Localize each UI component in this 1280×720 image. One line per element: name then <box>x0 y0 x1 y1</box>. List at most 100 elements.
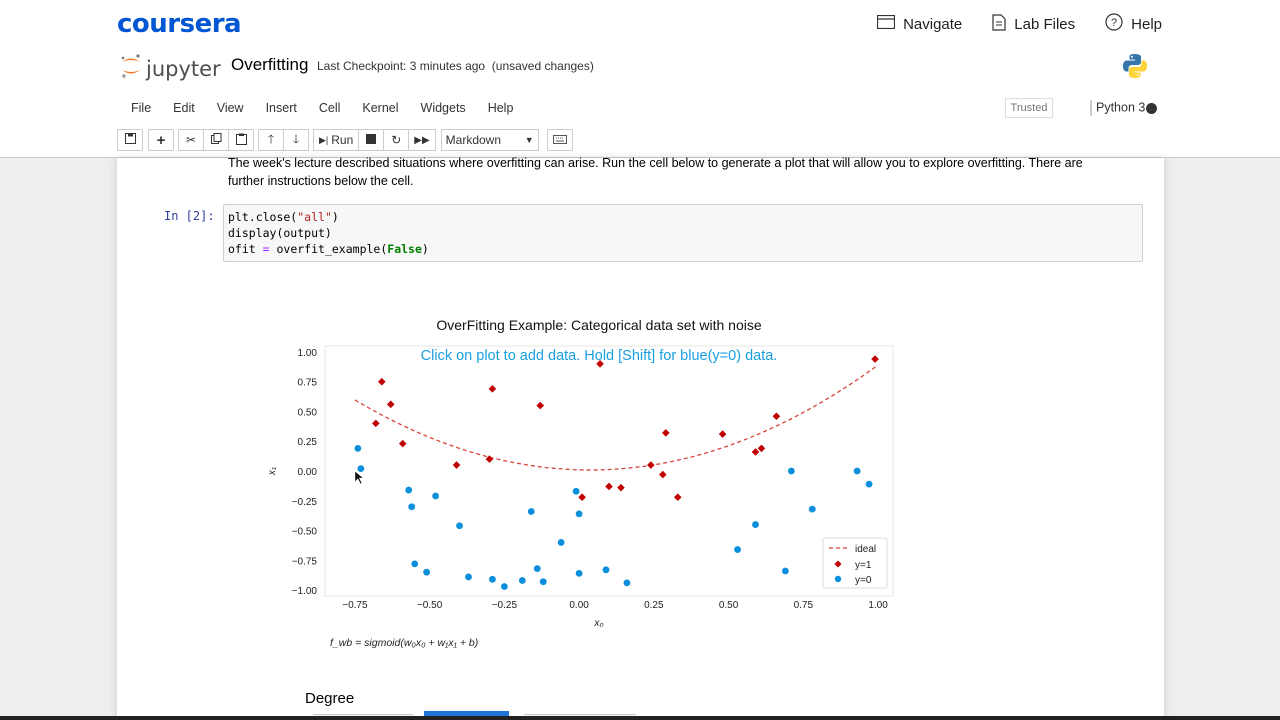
code-cell[interactable]: plt.close("all") display(output) ofit = … <box>223 204 1143 262</box>
menu-kernel[interactable]: Kernel <box>362 101 399 115</box>
lab-files-label: Lab Files <box>1014 15 1076 33</box>
save-icon <box>124 133 136 147</box>
arrow-down-icon: 🡓 <box>292 131 300 146</box>
y0-point <box>572 487 580 495</box>
menu-insert[interactable]: Insert <box>265 101 297 115</box>
copy-button[interactable] <box>203 129 229 151</box>
coursera-header: coursera Navigate Lab Files ? Help <box>0 0 1280 48</box>
bottom-edge <box>0 716 1280 720</box>
help-button[interactable]: ? Help <box>1105 13 1162 35</box>
legend-y1-swatch <box>834 560 842 568</box>
legend-box <box>822 537 888 589</box>
code-keyword: False <box>387 242 422 256</box>
kernel-label: Python 3 <box>1096 100 1146 115</box>
scissors-icon: ✂ <box>185 133 197 147</box>
degree-label: Degree <box>305 690 355 707</box>
run-button-group: ▶| Run ↻ ▶▶ <box>313 129 436 151</box>
y-tick-label: −0.75 <box>292 556 318 567</box>
cell-type-select[interactable]: Markdown ▼ <box>440 129 539 151</box>
restart-run-all-button[interactable]: ▶▶ <box>408 129 436 151</box>
plot-frame <box>324 345 894 597</box>
overfitting-plot[interactable]: OverFitting Example: Categorical data se… <box>267 318 907 648</box>
y-tick-label: 0.25 <box>298 437 318 448</box>
copy-icon <box>210 133 222 147</box>
jupyter-menubar: File Edit View Insert Cell Kernel Widget… <box>117 94 1163 122</box>
move-down-button[interactable]: 🡓 <box>283 129 309 151</box>
unsaved-text: (unsaved changes) <box>491 59 594 73</box>
degree-selected-button[interactable] <box>424 711 509 720</box>
stop-icon <box>366 133 377 147</box>
notebook-name[interactable]: Overfitting <box>231 55 309 74</box>
markdown-cell[interactable]: The week's lecture described situations … <box>228 154 1128 190</box>
cut-button[interactable]: ✂ <box>178 129 204 151</box>
paste-icon <box>235 133 247 148</box>
y0-point <box>465 573 472 581</box>
y1-point <box>871 355 879 363</box>
y0-point <box>575 569 583 577</box>
coursera-logo[interactable]: coursera <box>117 9 242 39</box>
y0-point <box>752 521 759 528</box>
y-tick-label: 0.50 <box>298 407 318 418</box>
command-palette-button[interactable] <box>546 129 573 151</box>
y1-point <box>536 401 545 410</box>
y0-point <box>557 539 565 546</box>
y0-point <box>575 510 583 518</box>
code-operator: = <box>262 242 270 256</box>
cell-type-value: Markdown <box>445 133 502 147</box>
menu-cell[interactable]: Cell <box>318 101 341 115</box>
y-tick-label: 0.00 <box>298 467 318 478</box>
y0-point <box>354 444 362 452</box>
menu-file[interactable]: File <box>131 101 152 115</box>
jupyter-logo-text: jupyter <box>146 56 221 81</box>
x-tick-label: 0.75 <box>794 600 814 611</box>
interrupt-button[interactable] <box>358 129 385 151</box>
kernel-name[interactable]: Python 3 <box>1090 100 1145 116</box>
menu-view[interactable]: View <box>216 101 244 115</box>
y0-point <box>533 565 541 573</box>
trusted-badge[interactable]: Trusted <box>1005 98 1053 118</box>
jupyter-header: jupyter Overfitting Last Checkpoint: 3 m… <box>0 48 1280 158</box>
menu-help[interactable]: Help <box>487 101 514 115</box>
y0-point <box>500 583 508 590</box>
menu-edit[interactable]: Edit <box>173 101 195 115</box>
jupyter-toolbar: + ✂ 🡑 🡓 ▶| Run ↻ ▶▶ Markdown ▼ <box>117 128 573 152</box>
python-logo-icon <box>1122 53 1148 84</box>
x-tick-label: 0.50 <box>719 600 739 611</box>
navigate-button[interactable]: Navigate <box>876 14 963 33</box>
restart-button[interactable]: ↻ <box>383 129 410 151</box>
legend-y1-label: y=1 <box>855 560 872 571</box>
x-tick-label: −0.75 <box>342 600 368 611</box>
y1-point <box>659 470 667 479</box>
model-formula: f_wb = sigmoid(w₀x₀ + w₁x₁ + b) <box>330 637 478 648</box>
y1-point <box>452 461 461 469</box>
chart-instruction: Click on plot to add data. Hold [Shift] … <box>421 348 778 364</box>
paste-button[interactable] <box>228 129 254 151</box>
move-up-button[interactable]: 🡑 <box>258 129 284 151</box>
lab-files-button[interactable]: Lab Files <box>992 13 1076 35</box>
jupyter-logo[interactable]: jupyter <box>120 53 221 84</box>
jupyter-logo-icon <box>120 53 142 84</box>
insert-cell-button[interactable]: + <box>148 129 174 151</box>
y0-point <box>623 579 631 587</box>
menu-widgets[interactable]: Widgets <box>420 101 466 115</box>
x-tick-label: 0.25 <box>644 600 664 611</box>
y1-point <box>398 439 407 448</box>
y0-point <box>865 480 873 488</box>
y0-point <box>853 467 861 475</box>
navigate-label: Navigate <box>903 15 963 33</box>
y0-point <box>527 508 535 515</box>
y1-point <box>662 429 670 437</box>
save-button[interactable] <box>117 129 143 151</box>
run-button[interactable]: ▶| Run <box>313 129 360 151</box>
navigate-icon <box>876 14 896 33</box>
kernel-divider <box>1091 100 1092 116</box>
file-icon <box>992 13 1006 35</box>
y-tick-label: −0.50 <box>292 527 318 538</box>
y-tick-label: 0.75 <box>298 378 318 389</box>
y1-point <box>617 483 625 492</box>
notebook-container: The week's lecture described situations … <box>117 156 1164 720</box>
x-axis-label: x₀ <box>593 618 603 629</box>
y-axis-label: x₁ <box>267 467 278 476</box>
y0-point <box>411 560 419 568</box>
code-token: overfit_example( <box>269 242 388 256</box>
